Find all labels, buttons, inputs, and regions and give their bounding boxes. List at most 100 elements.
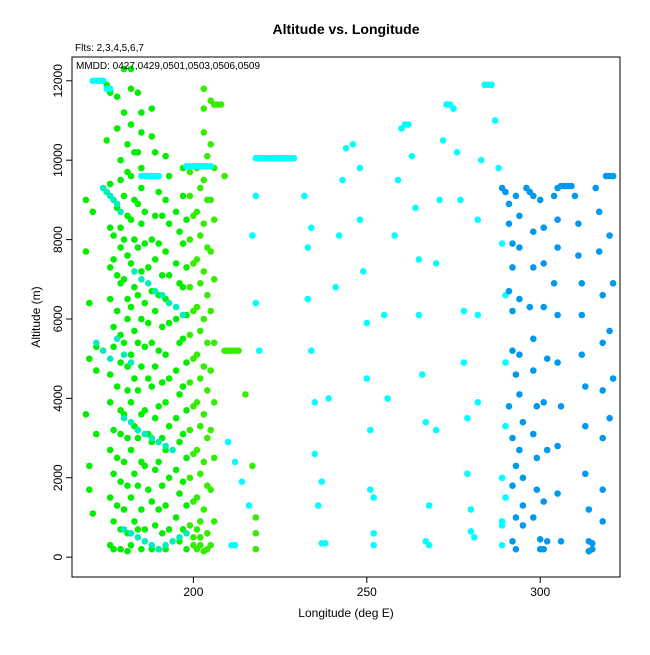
data-point	[200, 458, 208, 466]
data-point	[162, 399, 169, 406]
data-point	[151, 414, 159, 422]
data-point	[148, 383, 156, 390]
data-point	[138, 276, 145, 283]
dates-annotation: MMDD: 0427,0429,0501,0503,0506,0509	[76, 61, 260, 72]
data-point	[204, 387, 211, 394]
data-point	[138, 363, 145, 370]
data-point	[339, 176, 346, 184]
y-tick-label: 8000	[51, 226, 65, 253]
data-point	[89, 510, 97, 517]
data-point	[540, 545, 547, 553]
data-point	[606, 414, 613, 422]
data-point	[131, 283, 138, 291]
data-point	[165, 319, 173, 327]
data-point	[540, 498, 547, 505]
data-point	[176, 391, 183, 398]
data-point	[540, 260, 547, 267]
data-point	[141, 208, 149, 216]
data-point	[138, 109, 145, 116]
data-point	[200, 129, 208, 136]
data-point	[509, 307, 516, 315]
data-point	[134, 526, 142, 533]
data-point	[176, 490, 183, 497]
data-point	[200, 220, 208, 227]
data-point	[179, 283, 187, 291]
data-point	[117, 430, 124, 438]
data-point	[113, 335, 121, 343]
data-point	[106, 355, 114, 363]
data-point	[127, 530, 135, 537]
data-point	[117, 478, 124, 486]
data-point	[148, 434, 156, 442]
data-point	[141, 299, 149, 307]
data-point	[509, 240, 516, 247]
data-point	[502, 359, 509, 366]
data-point	[505, 200, 513, 208]
data-point	[151, 149, 159, 156]
data-point	[155, 506, 162, 513]
data-point	[432, 426, 440, 434]
data-point	[106, 371, 114, 378]
data-point	[543, 446, 551, 454]
data-point	[190, 534, 197, 541]
data-point	[474, 216, 482, 223]
data-point	[162, 152, 169, 160]
data-point	[127, 216, 135, 223]
data-point	[217, 101, 225, 108]
data-point	[210, 518, 218, 525]
data-point	[439, 137, 447, 144]
data-point	[155, 438, 162, 446]
data-point	[606, 327, 613, 335]
data-point	[384, 395, 391, 402]
data-point	[124, 482, 131, 490]
data-point	[304, 244, 312, 251]
data-point	[113, 454, 121, 462]
data-point	[165, 474, 173, 482]
data-point	[200, 268, 208, 275]
data-point	[540, 224, 547, 231]
y-tick-label: 0	[51, 553, 65, 560]
data-point	[554, 244, 561, 251]
data-point	[349, 141, 357, 148]
data-point	[113, 383, 121, 390]
data-point	[127, 303, 135, 311]
data-point	[124, 434, 131, 442]
data-point	[425, 502, 433, 509]
data-point	[197, 184, 204, 192]
data-point	[609, 172, 617, 180]
data-point	[131, 268, 138, 275]
data-point	[609, 280, 617, 287]
data-point	[207, 141, 214, 148]
data-point	[505, 287, 513, 295]
data-point	[183, 264, 190, 271]
data-point	[127, 85, 135, 93]
data-point	[162, 541, 169, 549]
data-point	[207, 541, 214, 549]
data-point	[124, 252, 131, 259]
data-point	[113, 200, 121, 208]
data-point	[172, 303, 180, 311]
data-point	[183, 407, 190, 414]
data-point	[301, 192, 308, 200]
data-point	[141, 407, 149, 414]
data-point	[86, 462, 93, 470]
data-point	[193, 399, 201, 406]
data-point	[204, 152, 211, 160]
data-point	[200, 506, 208, 513]
data-point	[235, 347, 242, 355]
data-point	[183, 216, 190, 223]
data-point	[134, 426, 142, 434]
data-point	[99, 347, 107, 355]
data-point	[519, 474, 527, 482]
data-point	[141, 240, 149, 247]
data-point	[117, 176, 124, 184]
data-point	[179, 240, 187, 247]
data-point	[318, 478, 326, 486]
data-point	[134, 534, 142, 541]
data-point	[599, 486, 606, 494]
data-point	[148, 339, 156, 347]
data-point	[231, 541, 239, 549]
data-point	[127, 399, 135, 406]
data-point	[210, 276, 218, 283]
data-point	[200, 176, 208, 184]
